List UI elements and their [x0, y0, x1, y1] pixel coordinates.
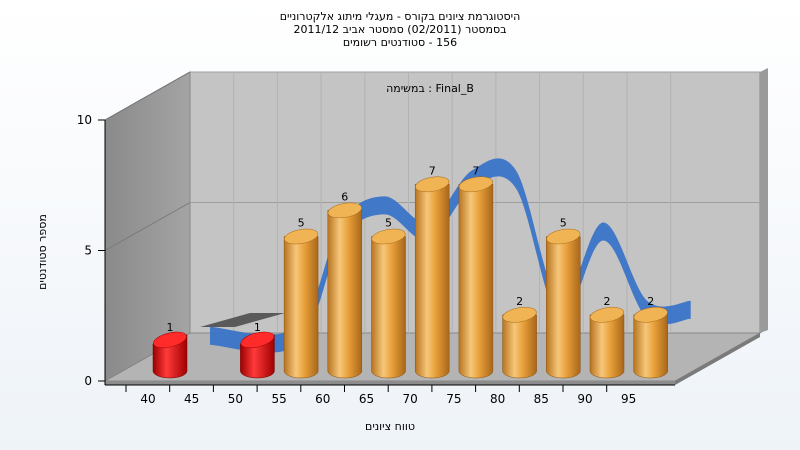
y-axis-label: מספר סטודנטים — [36, 214, 49, 290]
bar-value-label: 2 — [604, 295, 611, 308]
bar-body — [590, 315, 624, 378]
bar-85: 5 — [545, 217, 581, 379]
bar-value-label: 2 — [647, 295, 654, 308]
bar-value-label: 7 — [429, 164, 436, 177]
floor-front-edge — [105, 381, 675, 385]
bar-70: 7 — [414, 164, 450, 378]
bar-body — [503, 315, 537, 378]
x-tick-label: 60 — [315, 392, 330, 406]
bar-body — [459, 184, 493, 378]
x-tick-label: 40 — [140, 392, 155, 406]
bar-body — [546, 237, 580, 379]
bar-value-label: 2 — [516, 295, 523, 308]
bar-value-label: 5 — [560, 217, 567, 230]
task-annotation: במשימה : Final_B — [386, 82, 474, 95]
bar-value-label: 1 — [167, 321, 174, 334]
x-tick-label: 55 — [271, 392, 286, 406]
bar-value-label: 1 — [254, 321, 261, 334]
bar-55: 5 — [283, 217, 319, 379]
bar-body — [284, 237, 318, 379]
bar-body — [372, 237, 406, 379]
x-tick-label: 50 — [228, 392, 243, 406]
x-tick-label: 90 — [577, 392, 592, 406]
x-tick-label: 85 — [534, 392, 549, 406]
bar-60: 6 — [327, 190, 363, 378]
x-tick-label: 45 — [184, 392, 199, 406]
x-tick-label: 65 — [359, 392, 374, 406]
bar-value-label: 5 — [385, 217, 392, 230]
y-tick-label: 0 — [84, 374, 92, 388]
x-tick-label: 80 — [490, 392, 505, 406]
bar-body — [328, 210, 362, 378]
bar-body — [634, 315, 668, 378]
y-tick-label: 5 — [84, 244, 92, 258]
bar-75: 7 — [458, 164, 494, 378]
bar-65: 5 — [371, 217, 407, 379]
bar-value-label: 5 — [298, 217, 305, 230]
x-tick-label: 70 — [403, 392, 418, 406]
x-tick-label: 95 — [621, 392, 636, 406]
x-axis-label: טווח ציונים — [365, 420, 415, 433]
right-wall-edge — [760, 68, 768, 333]
bar-value-label: 6 — [341, 190, 348, 203]
y-tick-label: 10 — [77, 113, 92, 127]
bar-value-label: 7 — [472, 164, 479, 177]
bar-body — [415, 184, 449, 378]
x-tick-label: 75 — [446, 392, 461, 406]
